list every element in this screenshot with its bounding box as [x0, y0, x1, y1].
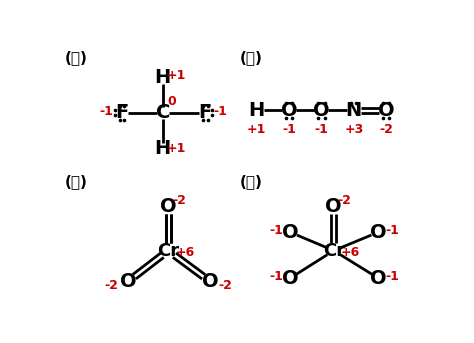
Text: H: H	[155, 140, 171, 158]
Text: -1: -1	[385, 270, 399, 283]
Text: C: C	[155, 103, 170, 122]
Text: +1: +1	[166, 69, 186, 82]
Text: -2: -2	[172, 194, 186, 207]
Text: O: O	[160, 197, 176, 216]
Text: (ค): (ค)	[64, 174, 87, 189]
Text: 0: 0	[168, 95, 176, 108]
Text: O: O	[281, 101, 298, 120]
Text: O: O	[120, 272, 137, 291]
Text: (ง): (ง)	[240, 174, 263, 189]
Text: H: H	[249, 101, 265, 120]
Text: +6: +6	[341, 246, 360, 259]
Text: -2: -2	[104, 279, 118, 292]
Text: (ก): (ก)	[64, 51, 87, 66]
Text: +6: +6	[175, 246, 195, 259]
Text: O: O	[201, 272, 218, 291]
Text: -1: -1	[100, 105, 114, 118]
Text: +3: +3	[344, 123, 364, 136]
Text: -1: -1	[269, 224, 283, 237]
Text: O: O	[370, 223, 387, 241]
Text: -1: -1	[214, 105, 228, 118]
Text: -2: -2	[379, 123, 393, 136]
Text: N: N	[346, 101, 362, 120]
Text: F: F	[115, 103, 128, 122]
Text: Cr: Cr	[157, 241, 179, 260]
Text: -1: -1	[385, 224, 399, 237]
Text: -1: -1	[269, 270, 283, 283]
Text: O: O	[326, 197, 342, 216]
Text: H: H	[155, 68, 171, 87]
Text: O: O	[282, 223, 298, 241]
Text: -1: -1	[315, 123, 328, 136]
Text: +1: +1	[247, 123, 266, 136]
Text: -2: -2	[219, 279, 232, 292]
Text: F: F	[199, 103, 212, 122]
Text: O: O	[378, 101, 394, 120]
Text: -2: -2	[337, 194, 352, 207]
Text: (ข): (ข)	[240, 51, 263, 66]
Text: Cr: Cr	[323, 241, 345, 260]
Text: O: O	[370, 269, 387, 288]
Text: O: O	[282, 269, 298, 288]
Text: -1: -1	[282, 123, 296, 136]
Text: +1: +1	[166, 142, 186, 155]
Text: O: O	[313, 101, 330, 120]
